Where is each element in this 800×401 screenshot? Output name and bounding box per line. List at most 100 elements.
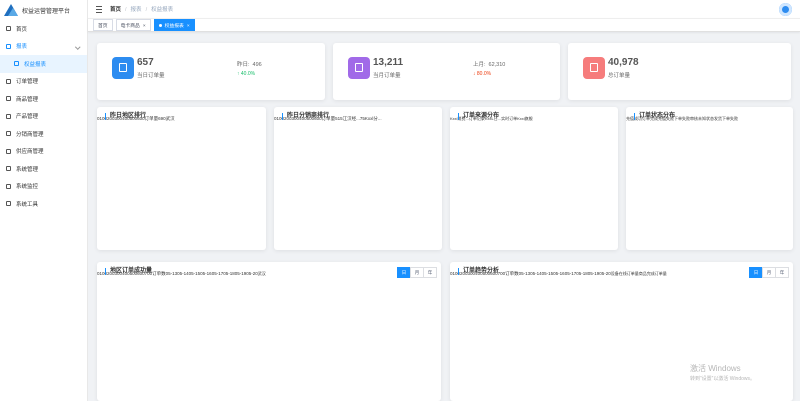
menu-item[interactable]: 供应商管理 bbox=[0, 143, 87, 161]
avatar[interactable] bbox=[779, 3, 792, 16]
legend-label: 商品完成订单量 bbox=[638, 271, 667, 276]
stat-change: ↓ 80.0% bbox=[473, 71, 492, 77]
x-tick-label: 05-18 bbox=[223, 271, 235, 276]
y-tick-label: 0 bbox=[274, 116, 277, 121]
chart-card: 充值成功订单完成充值失败下单失败审核未知状态发货下单失败 订单状态分布 bbox=[626, 107, 793, 250]
y-tick-label: 600 bbox=[137, 116, 145, 121]
tab[interactable]: 权益报表 bbox=[153, 19, 195, 31]
y-tick-label: 600 bbox=[314, 116, 322, 121]
menu-icon bbox=[6, 166, 11, 172]
stat-icon bbox=[112, 57, 134, 79]
x-tick-label: 05-15 bbox=[188, 271, 201, 276]
menu-icon bbox=[6, 96, 11, 102]
chart: 0100200300400500600订单量515江汉经...75Kxxl分..… bbox=[274, 107, 382, 125]
chart-title: 昨日分销商排行 bbox=[282, 113, 329, 120]
range-button[interactable]: 月 bbox=[762, 267, 776, 278]
menu-item[interactable]: 首页 bbox=[0, 20, 87, 38]
y-axis-label: 订单数 bbox=[152, 271, 166, 276]
menu-icon bbox=[6, 183, 11, 189]
watermark-subtitle: 转到“设置”以激活 Windows。 bbox=[690, 376, 756, 382]
menu-label: 报表 bbox=[16, 44, 28, 51]
chart-title: 昨日地区排行 bbox=[105, 113, 146, 120]
logo: 权益运营管理平台 bbox=[0, 0, 87, 20]
menu-label: 产品管理 bbox=[16, 114, 39, 121]
menu-icon bbox=[6, 131, 11, 137]
range-button[interactable]: 年 bbox=[775, 267, 789, 278]
stat-value: 657 bbox=[137, 57, 154, 68]
breadcrumb-item[interactable]: 首页 bbox=[110, 7, 122, 13]
submenu-item[interactable]: 权益报表 bbox=[0, 55, 87, 73]
y-tick-label: 0 bbox=[450, 271, 453, 276]
y-tick-label: 200 bbox=[460, 271, 468, 276]
x-tick-label: 05-14 bbox=[177, 271, 189, 276]
menu-item[interactable]: 分销商管理 bbox=[0, 125, 87, 143]
chart-title: 订单趋势分析 bbox=[458, 268, 499, 275]
stat-change: ↑ 40.0% bbox=[237, 71, 256, 77]
chart-card: 0100200300400500600订单量690武汉 昨日地区排行 bbox=[97, 107, 266, 250]
range-button[interactable]: 年 bbox=[423, 267, 437, 278]
y-tick-label: 200 bbox=[107, 271, 115, 276]
menu-item[interactable]: 系统监控 bbox=[0, 178, 87, 196]
chart: Kxxl消费...订单记录KxxL日...实时订单Kxxl旗舰 bbox=[450, 107, 533, 125]
menu-item[interactable]: 系统管理 bbox=[0, 160, 87, 178]
menu-icon bbox=[6, 201, 11, 207]
menu-item[interactable]: 订单管理 bbox=[0, 73, 87, 91]
x-tick-label: 05-16 bbox=[553, 271, 565, 276]
x-tick-label: 05-16 bbox=[200, 271, 212, 276]
legend-label: KxxL日... bbox=[484, 116, 502, 121]
menu-icon bbox=[6, 78, 11, 84]
menu-item[interactable]: 报表 bbox=[0, 38, 87, 56]
legend-label: 武汉 bbox=[257, 271, 266, 276]
menu-label: 分销商管理 bbox=[16, 131, 44, 138]
legend-label: 充值失败 bbox=[658, 116, 674, 121]
chart-card: 0100200300400500600700订单数05-1305-1405-15… bbox=[450, 262, 793, 401]
menu-item[interactable]: 产品管理 bbox=[0, 108, 87, 126]
stat-card: 657 当日订单量 昨日: 496 ↑ 40.0% bbox=[97, 43, 325, 100]
x-tick-label: 05-13 bbox=[165, 271, 178, 276]
tab[interactable]: 首页 bbox=[93, 19, 113, 31]
breadcrumb-item[interactable]: 报表 bbox=[121, 5, 142, 13]
menu-item[interactable]: 系统工具 bbox=[0, 195, 87, 213]
chart-title: 地区订单成功量 bbox=[105, 268, 152, 275]
legend-label: 订单记录 bbox=[468, 116, 485, 121]
y-tick-label: 100 bbox=[452, 271, 461, 276]
y-tick-label: 600 bbox=[137, 271, 145, 276]
range-button[interactable]: 日 bbox=[749, 267, 763, 278]
compare-label: 上月: bbox=[473, 62, 486, 68]
y-tick-label: 300 bbox=[291, 116, 300, 121]
menu-item[interactable]: 商品管理 bbox=[0, 90, 87, 108]
y-tick-label: 700 bbox=[144, 271, 153, 276]
stat-value: 40,978 bbox=[608, 57, 639, 68]
x-tick-label: 05-19 bbox=[587, 271, 600, 276]
compare-label: 昨日: bbox=[237, 62, 250, 68]
menu-icon bbox=[6, 26, 11, 32]
menu-label: 系统管理 bbox=[16, 166, 39, 173]
menu-icon bbox=[6, 113, 11, 119]
chart-title: 订单来源分布 bbox=[458, 113, 499, 120]
menu-label: 供应商管理 bbox=[16, 149, 44, 156]
range-button[interactable]: 月 bbox=[410, 267, 424, 278]
y-tick-label: 100 bbox=[99, 271, 108, 276]
y-tick-label: 200 bbox=[284, 116, 292, 121]
menu-label: 权益报表 bbox=[24, 61, 47, 68]
stat-icon bbox=[348, 57, 370, 79]
bar-value-label: 515 bbox=[335, 116, 343, 121]
menu-icon bbox=[6, 148, 11, 154]
menu-label: 订单管理 bbox=[16, 79, 39, 86]
chart: 0100200300400500600订单量690武汉 bbox=[97, 107, 175, 125]
tab[interactable]: 电卡商品 bbox=[115, 19, 151, 31]
compare-value: 496 bbox=[252, 62, 262, 68]
chart-card: Kxxl消费...订单记录KxxL日...实时订单Kxxl旗舰 订单来源分布 bbox=[450, 107, 618, 250]
compare-value: 62,310 bbox=[488, 62, 506, 68]
range-buttons: 日月年 bbox=[397, 267, 437, 278]
y-axis-label: 订单量 bbox=[321, 116, 336, 121]
x-tick-label: 05-17 bbox=[564, 271, 577, 276]
menu-toggle[interactable] bbox=[96, 5, 102, 13]
y-tick-label: 400 bbox=[475, 271, 483, 276]
range-button[interactable]: 日 bbox=[397, 267, 411, 278]
menu-label: 商品管理 bbox=[16, 96, 39, 103]
menu-label: 首页 bbox=[16, 26, 28, 33]
stat-value: 13,211 bbox=[373, 57, 404, 68]
x-tick-label: 05-20 bbox=[246, 271, 258, 276]
